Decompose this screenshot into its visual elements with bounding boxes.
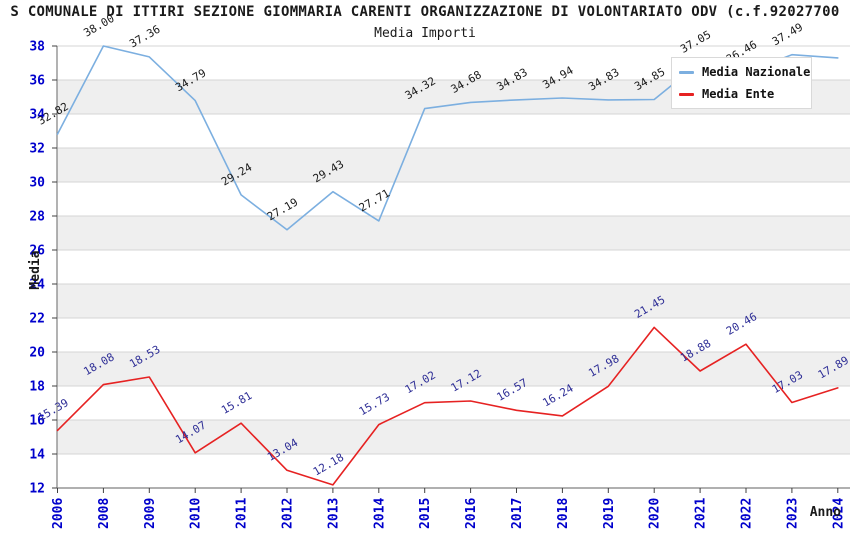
svg-text:32.82: 32.82 bbox=[36, 100, 71, 128]
svg-text:26: 26 bbox=[29, 244, 45, 259]
svg-text:14: 14 bbox=[29, 448, 45, 463]
legend: Media Nazionale Media Ente bbox=[671, 57, 812, 109]
legend-item-media-ente: Media Ente bbox=[672, 87, 811, 101]
svg-text:24: 24 bbox=[29, 278, 45, 293]
svg-text:2010: 2010 bbox=[189, 498, 204, 529]
x-tick-labels: 2006 2008 2009 2010 2011 2012 2013 2014 2015 2016… bbox=[51, 498, 846, 529]
svg-text:27.71: 27.71 bbox=[357, 187, 392, 215]
svg-text:2017: 2017 bbox=[510, 498, 525, 529]
y-tick-labels: 12 14 16 18 20 22 24 26 28 30 32 34 36 38 bbox=[29, 40, 45, 497]
svg-text:2021: 2021 bbox=[694, 498, 709, 529]
axis-spines bbox=[56, 46, 850, 489]
svg-text:2011: 2011 bbox=[235, 498, 250, 529]
svg-text:2016: 2016 bbox=[464, 498, 479, 529]
svg-text:2008: 2008 bbox=[97, 498, 112, 529]
plot-bands bbox=[57, 80, 850, 454]
svg-text:2014: 2014 bbox=[372, 498, 387, 529]
chart-subtitle: Media Importi bbox=[374, 26, 476, 41]
svg-text:2009: 2009 bbox=[143, 498, 158, 529]
svg-text:28: 28 bbox=[29, 210, 45, 225]
media-ente-line bbox=[56, 326, 839, 486]
x-axis-label: Anno bbox=[809, 505, 841, 520]
svg-text:34: 34 bbox=[29, 108, 45, 123]
legend-item-media-nazionale: Media Nazionale bbox=[672, 65, 811, 79]
svg-text:30: 30 bbox=[29, 176, 45, 191]
svg-text:2006: 2006 bbox=[51, 498, 66, 529]
svg-text:2022: 2022 bbox=[740, 498, 755, 529]
tick-marks bbox=[52, 45, 839, 493]
svg-text:12: 12 bbox=[29, 482, 45, 497]
y-axis-label: Media bbox=[28, 250, 43, 290]
nazionale-line-marker-icon bbox=[679, 70, 694, 74]
svg-text:18: 18 bbox=[29, 380, 45, 395]
svg-text:15.73: 15.73 bbox=[357, 390, 392, 418]
svg-text:2019: 2019 bbox=[602, 498, 617, 529]
chart-title: S COMUNALE DI ITTIRI SEZIONE GIOMMARIA C… bbox=[10, 4, 840, 20]
svg-text:16: 16 bbox=[29, 414, 45, 429]
svg-text:2013: 2013 bbox=[326, 498, 341, 529]
svg-text:2023: 2023 bbox=[785, 498, 800, 529]
svg-text:38.00: 38.00 bbox=[81, 12, 116, 40]
svg-text:15.81: 15.81 bbox=[219, 389, 254, 417]
svg-text:2024: 2024 bbox=[831, 498, 846, 529]
svg-text:37.49: 37.49 bbox=[770, 20, 805, 48]
svg-text:2018: 2018 bbox=[556, 498, 571, 529]
svg-text:2020: 2020 bbox=[648, 498, 663, 529]
ente-line-marker-icon bbox=[679, 92, 694, 96]
svg-text:2015: 2015 bbox=[418, 498, 433, 529]
svg-text:20: 20 bbox=[29, 346, 45, 361]
legend-label-ente: Media Ente bbox=[702, 87, 775, 101]
legend-label-nazionale: Media Nazionale bbox=[702, 65, 811, 79]
svg-text:2012: 2012 bbox=[281, 498, 296, 529]
svg-text:32: 32 bbox=[29, 142, 45, 157]
svg-text:38: 38 bbox=[29, 40, 45, 55]
svg-text:36: 36 bbox=[29, 74, 45, 89]
svg-text:22: 22 bbox=[29, 312, 45, 327]
svg-text:37.05: 37.05 bbox=[678, 28, 713, 56]
